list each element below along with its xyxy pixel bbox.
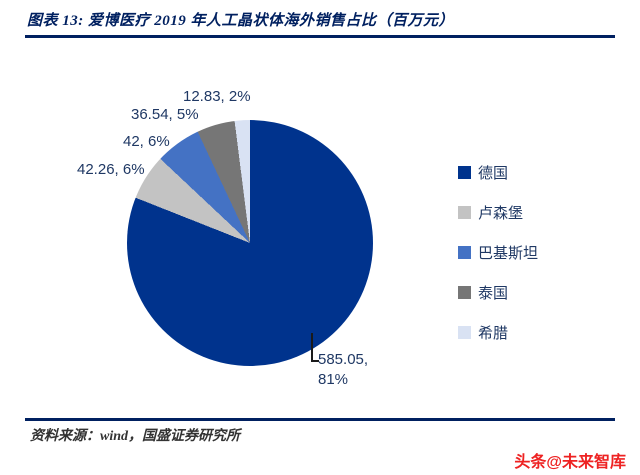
legend-item-greece: 希腊 [458,323,538,342]
data-label-greece: 12.83, 2% [183,88,251,105]
data-label-luxembourg: 42.26, 6% [77,161,145,178]
legend-item-germany: 德国 [458,163,538,182]
legend-item-luxembourg: 卢森堡 [458,203,538,222]
data-label-thailand: 36.54, 5% [131,106,199,123]
legend-label-pakistan: 巴基斯坦 [478,244,539,262]
legend-swatch-greece [458,325,471,339]
data-label-germany: 585.05, 81% [318,351,369,388]
title-divider [25,35,615,38]
callout-leader-line [311,333,313,362]
footer-divider [25,418,615,421]
legend-item-thailand: 泰国 [458,283,538,302]
legend-swatch-pakistan [458,245,471,259]
legend-swatch-germany [458,165,471,179]
legend-label-thailand: 泰国 [478,284,509,302]
watermark-text: 头条@未来智库 [514,454,626,471]
pie-chart [127,120,373,366]
legend-item-pakistan: 巴基斯坦 [458,243,539,262]
legend-label-luxembourg: 卢森堡 [478,204,524,222]
legend-swatch-thailand [458,285,471,299]
chart-legend: 德国 卢森堡 巴基斯坦 泰国 希腊 [458,163,538,363]
figure-title: 图表 13: 爱博医疗 2019 年人工晶状体海外销售占比（百万元） [27,13,454,29]
data-label-pakistan: 42, 6% [123,133,170,150]
legend-label-greece: 希腊 [478,324,509,342]
callout-leader-line-elbow [311,360,319,362]
legend-label-germany: 德国 [478,164,509,182]
legend-swatch-luxembourg [458,205,471,219]
source-note: 资料来源：wind，国盛证券研究所 [30,429,241,444]
